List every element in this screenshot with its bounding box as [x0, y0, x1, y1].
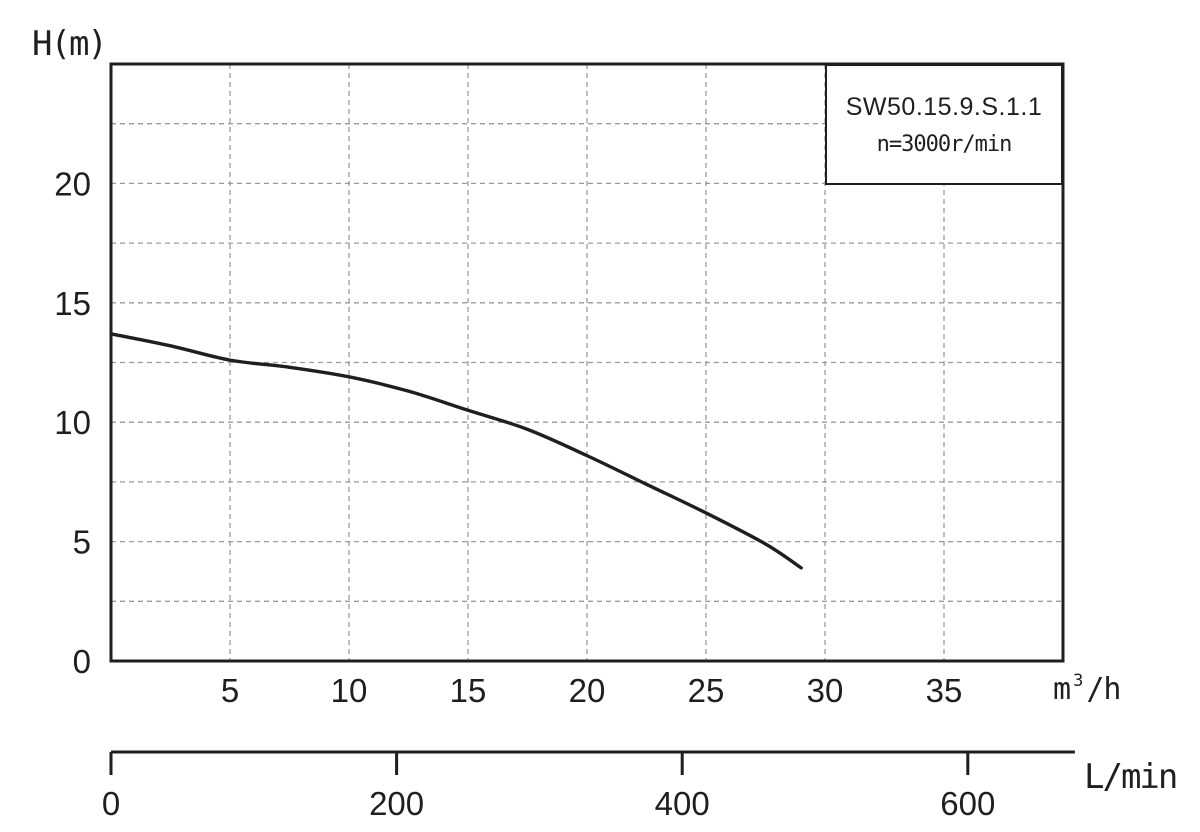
lmin-tick-label: 400: [655, 785, 710, 822]
x-tick-label: 15: [450, 672, 487, 709]
legend-model-label: SW50.15.9.S.1.1: [845, 92, 1043, 121]
secondary-axis-unit: L/min: [1084, 757, 1178, 797]
head-curve: [109, 332, 803, 570]
x-tick-label: 5: [221, 672, 239, 709]
y-tick-label: 10: [54, 404, 91, 441]
lmin-tick-label: 0: [102, 785, 120, 822]
y-axis-title: H(m): [32, 24, 108, 64]
lmin-tick-label: 200: [369, 785, 424, 822]
lmin-tick-label: 600: [940, 785, 995, 822]
x-tick-label: 10: [331, 672, 368, 709]
x-tick-label: 30: [807, 672, 844, 709]
x-tick-label: 35: [926, 672, 963, 709]
legend-box: SW50.15.9.S.1.1 n=3000r/min: [825, 64, 1063, 185]
y-tick-label: 20: [54, 165, 91, 202]
x-axis-unit-rest: /h: [1086, 672, 1121, 707]
y-tick-label: 5: [73, 524, 91, 561]
x-tick-label: 25: [688, 672, 725, 709]
y-tick-label: 0: [73, 643, 91, 680]
x-axis-unit-base: m: [1053, 672, 1071, 707]
x-axis-unit: m 3/h: [1053, 671, 1121, 707]
y-tick-label: 15: [54, 285, 91, 322]
x-tick-label: 20: [569, 672, 606, 709]
x-axis-unit-exponent: 3: [1073, 671, 1083, 691]
legend-speed-label: n=3000r/min: [876, 131, 1013, 157]
plot-frame: [109, 62, 1065, 663]
